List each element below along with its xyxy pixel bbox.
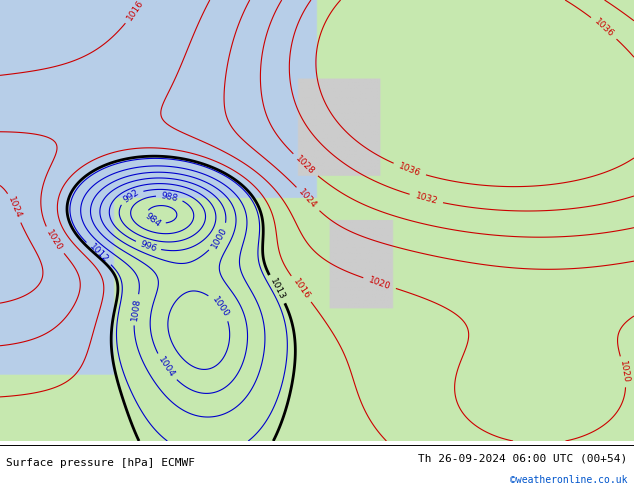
Text: 1016: 1016 (291, 277, 311, 301)
Text: 1004: 1004 (156, 355, 176, 379)
Text: 1036: 1036 (397, 161, 422, 178)
Text: 1000: 1000 (210, 295, 231, 319)
Text: 1024: 1024 (6, 196, 23, 220)
Text: 1024: 1024 (297, 188, 319, 211)
Text: 1012: 1012 (87, 243, 110, 265)
Text: 1013: 1013 (268, 277, 287, 301)
Text: 1036: 1036 (593, 17, 616, 39)
Text: 1020: 1020 (367, 275, 392, 291)
Text: 984: 984 (143, 212, 162, 229)
Text: 1008: 1008 (129, 298, 141, 322)
Text: 1016: 1016 (126, 0, 146, 23)
Text: 1032: 1032 (414, 192, 439, 206)
Text: 1000: 1000 (210, 225, 229, 250)
Text: 1028: 1028 (294, 154, 316, 176)
Text: 988: 988 (160, 191, 179, 203)
Text: 1020: 1020 (44, 228, 64, 252)
Text: 1020: 1020 (618, 360, 630, 384)
Text: 992: 992 (121, 188, 141, 205)
Text: 996: 996 (139, 239, 158, 253)
Text: Surface pressure [hPa] ECMWF: Surface pressure [hPa] ECMWF (6, 458, 195, 468)
Text: Th 26-09-2024 06:00 UTC (00+54): Th 26-09-2024 06:00 UTC (00+54) (418, 453, 628, 463)
Text: ©weatheronline.co.uk: ©weatheronline.co.uk (510, 475, 628, 485)
